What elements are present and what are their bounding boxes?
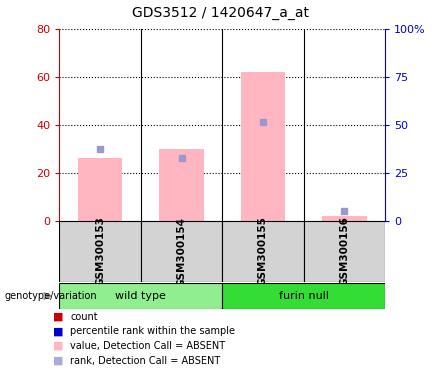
Bar — [59, 221, 141, 282]
Text: ■: ■ — [53, 356, 63, 366]
Bar — [78, 158, 122, 221]
Text: GSM300156: GSM300156 — [339, 217, 349, 286]
Text: ■: ■ — [53, 326, 63, 336]
Text: value, Detection Call = ABSENT: value, Detection Call = ABSENT — [70, 341, 226, 351]
Text: rank, Detection Call = ABSENT: rank, Detection Call = ABSENT — [70, 356, 220, 366]
Bar — [322, 216, 367, 221]
Bar — [304, 221, 385, 282]
Text: genotype/variation: genotype/variation — [4, 291, 97, 301]
Text: percentile rank within the sample: percentile rank within the sample — [70, 326, 235, 336]
Bar — [141, 221, 222, 282]
Text: furin null: furin null — [279, 291, 329, 301]
Bar — [159, 149, 204, 221]
Bar — [222, 221, 304, 282]
Text: GSM300153: GSM300153 — [95, 217, 105, 286]
Text: GSM300154: GSM300154 — [176, 217, 187, 286]
Text: ■: ■ — [53, 341, 63, 351]
Text: wild type: wild type — [115, 291, 166, 301]
Bar — [241, 72, 285, 221]
Text: count: count — [70, 312, 98, 322]
Text: GDS3512 / 1420647_a_at: GDS3512 / 1420647_a_at — [132, 7, 308, 20]
Text: GSM300155: GSM300155 — [258, 217, 268, 286]
Bar — [222, 283, 385, 309]
Bar — [59, 283, 222, 309]
Text: ■: ■ — [53, 312, 63, 322]
